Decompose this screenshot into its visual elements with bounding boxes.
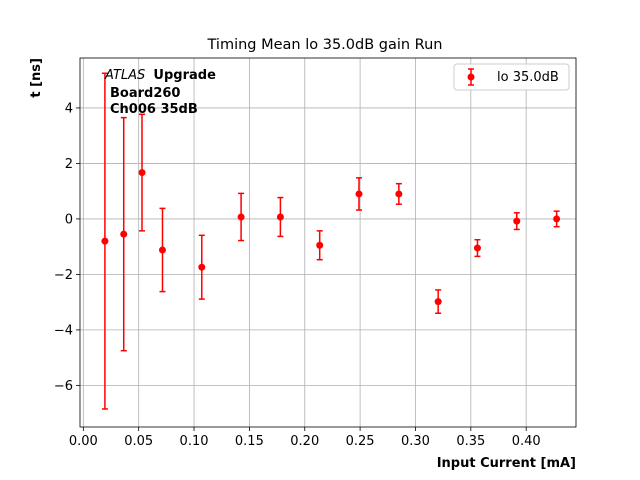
data-point: [138, 113, 146, 232]
data-point: [276, 196, 284, 238]
data-series: [101, 72, 561, 410]
axis-ticks: 0.00 0.05 0.10 0.15 0.20 0.25 0.30 0.35 0.40 −6 −4…: [54, 101, 541, 449]
data-point: [316, 230, 324, 261]
point-marker: [355, 190, 363, 198]
y-tick-label: 4: [65, 101, 73, 116]
point-marker: [276, 213, 284, 221]
point-marker: [101, 237, 109, 245]
point-marker: [473, 244, 481, 252]
legend-marker: [467, 73, 475, 81]
annotation-upgrade: Upgrade: [153, 68, 216, 83]
legend-label: lo 35.0dB: [497, 70, 559, 85]
point-marker: [198, 263, 206, 271]
annotation-atlas: ATLAS: [104, 68, 145, 83]
x-tick-label: 0.35: [456, 434, 485, 449]
y-tick-label: −6: [54, 379, 73, 394]
svg-text:ATLAS Upgrade: ATLAS Upgrade: [104, 68, 216, 83]
point-marker: [395, 190, 403, 198]
data-point: [473, 238, 481, 258]
data-point: [434, 289, 442, 314]
x-tick-label: 0.00: [69, 434, 98, 449]
y-tick-label: 2: [65, 157, 73, 172]
y-axis-label: t [ns]: [29, 58, 44, 98]
x-tick-label: 0.30: [401, 434, 430, 449]
point-marker: [237, 213, 245, 221]
data-point: [101, 72, 109, 410]
data-point: [237, 192, 245, 242]
y-tick-label: −2: [54, 268, 73, 283]
chart-title: Timing Mean lo 35.0dB gain Run: [207, 37, 443, 53]
data-point: [395, 182, 403, 205]
y-tick-label: 0: [65, 212, 73, 227]
annotation: ATLAS Upgrade Board260 Ch006 35dB: [104, 68, 216, 117]
x-axis-label: Input Current [mA]: [437, 456, 576, 471]
y-tick-label: −4: [54, 323, 73, 338]
legend: lo 35.0dB: [453, 63, 570, 91]
data-point: [120, 116, 128, 352]
point-marker: [158, 246, 166, 254]
x-tick-label: 0.05: [124, 434, 153, 449]
point-marker: [138, 169, 146, 177]
point-marker: [553, 215, 561, 223]
data-point: [198, 234, 206, 300]
data-point: [158, 207, 166, 293]
x-tick-label: 0.10: [180, 434, 209, 449]
x-tick-label: 0.15: [235, 434, 264, 449]
annotation-board: Board260: [110, 86, 180, 101]
x-tick-label: 0.25: [346, 434, 375, 449]
point-marker: [120, 230, 128, 238]
data-point: [355, 177, 363, 211]
annotation-channel: Ch006 35dB: [110, 102, 198, 117]
data-point: [553, 210, 561, 228]
legend-box: [453, 63, 570, 91]
data-point: [513, 212, 521, 231]
x-tick-label: 0.20: [290, 434, 319, 449]
plot-frame: [79, 57, 577, 428]
point-marker: [513, 217, 521, 225]
point-marker: [316, 241, 324, 249]
point-marker: [434, 298, 442, 306]
x-tick-label: 0.40: [512, 434, 541, 449]
